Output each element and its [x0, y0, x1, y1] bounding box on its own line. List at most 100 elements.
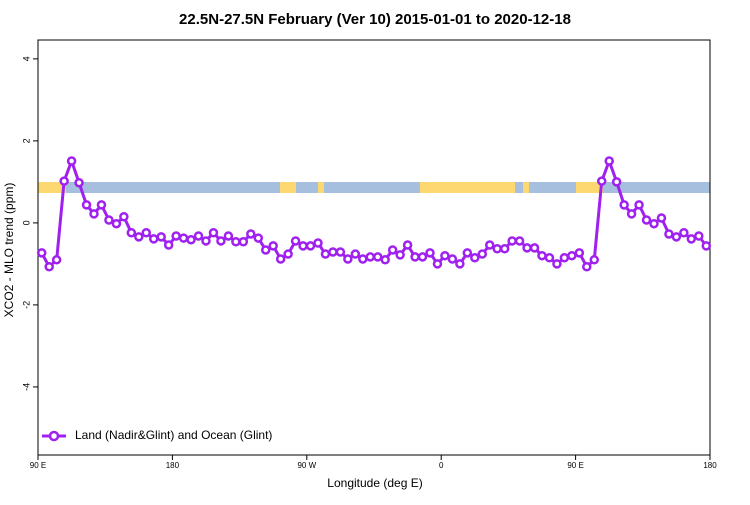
data-point: [275, 254, 286, 264]
data-point: [171, 231, 181, 241]
data-point: [537, 250, 547, 261]
data-point: [387, 245, 398, 255]
data-point: [156, 232, 166, 242]
data-point: [507, 236, 517, 246]
data-point: [223, 231, 234, 241]
data-point: [208, 227, 219, 238]
data-point: [66, 156, 77, 166]
legend-label: Land (Nadir&Glint) and Ocean (Glint): [75, 428, 272, 442]
data-point: [290, 236, 301, 246]
data-point: [178, 233, 189, 243]
data-point: [134, 232, 144, 242]
data-point: [626, 209, 637, 219]
data-point: [268, 241, 278, 251]
land-band: [318, 182, 324, 193]
data-point: [686, 234, 697, 244]
land-band: [576, 182, 603, 193]
data-point: [126, 227, 137, 238]
x-tick-label: 180: [703, 461, 717, 470]
data-point: [462, 248, 473, 258]
data-point: [260, 245, 271, 255]
data-point: [671, 232, 682, 242]
land-band: [523, 182, 529, 193]
ocean-band: [38, 182, 710, 193]
y-tick-label: 2: [21, 138, 31, 143]
data-point: [358, 254, 368, 264]
data-point: [193, 231, 204, 241]
data-point: [559, 253, 570, 263]
chart-title: 22.5N-27.5N February (Ver 10) 2015-01-01…: [179, 11, 571, 28]
data-point: [477, 249, 488, 259]
data-point: [111, 218, 122, 229]
y-tick-label: -2: [21, 301, 31, 309]
data-point: [664, 229, 674, 239]
data-point: [596, 176, 607, 186]
data-point: [484, 240, 495, 250]
data-point: [119, 211, 129, 222]
data-point: [447, 254, 458, 264]
data-point: [238, 237, 249, 247]
data-point: [425, 248, 435, 258]
data-point: [320, 249, 331, 259]
data-point: [656, 213, 667, 223]
data-point: [231, 237, 241, 247]
data-point: [649, 218, 659, 229]
land-band: [420, 182, 515, 193]
data-point: [619, 200, 629, 210]
data-point: [402, 240, 413, 250]
data-point: [335, 247, 346, 257]
data-point: [544, 253, 555, 263]
data-point: [679, 227, 689, 238]
data-point: [604, 156, 614, 166]
data-point: [574, 248, 585, 258]
data-point: [59, 176, 69, 186]
x-tick-label: 90 W: [297, 461, 316, 470]
data-point: [380, 255, 390, 265]
data-point: [499, 243, 510, 254]
data-point: [529, 243, 540, 253]
data-point: [343, 254, 353, 264]
data-point: [89, 209, 99, 219]
x-tick-label: 0: [439, 461, 444, 470]
data-point: [417, 252, 428, 262]
data-point: [104, 215, 114, 225]
data-point: [163, 240, 174, 250]
data-point: [589, 255, 600, 265]
x-tick-label: 90 E: [567, 461, 583, 470]
data-point: [201, 236, 211, 246]
x-axis-label: Longitude (deg E): [327, 476, 422, 490]
data-point: [216, 236, 226, 246]
data-point: [372, 252, 383, 262]
land-band: [38, 182, 66, 193]
legend-item: Land (Nadir&Glint) and Ocean (Glint): [42, 428, 272, 442]
data-point: [641, 215, 652, 225]
data-point: [611, 177, 622, 187]
data-point: [492, 243, 502, 254]
data-point: [470, 253, 480, 263]
data-point: [81, 200, 92, 210]
data-point: [410, 252, 420, 262]
data-point: [313, 238, 323, 248]
y-tick-label: -4: [21, 383, 31, 391]
data-point: [395, 250, 405, 260]
data-point: [298, 241, 308, 251]
data-point: [305, 241, 316, 251]
data-point: [148, 234, 159, 244]
data-point: [701, 241, 712, 251]
data-point: [186, 234, 196, 245]
x-tick-label: 180: [166, 461, 180, 470]
data-point: [514, 236, 525, 246]
legend-marker: [48, 430, 60, 442]
data-point: [36, 248, 47, 258]
data-point: [328, 247, 338, 257]
x-tick-label: 90 E: [30, 461, 46, 470]
data-point: [350, 249, 361, 259]
data-point: [74, 177, 84, 188]
data-point: [582, 262, 592, 272]
data-point: [634, 200, 644, 210]
y-tick-label: 0: [21, 220, 31, 225]
data-point: [365, 252, 376, 262]
y-axis-label: XCO2 - MLO trend (ppm): [2, 183, 16, 318]
data-point: [141, 227, 152, 238]
